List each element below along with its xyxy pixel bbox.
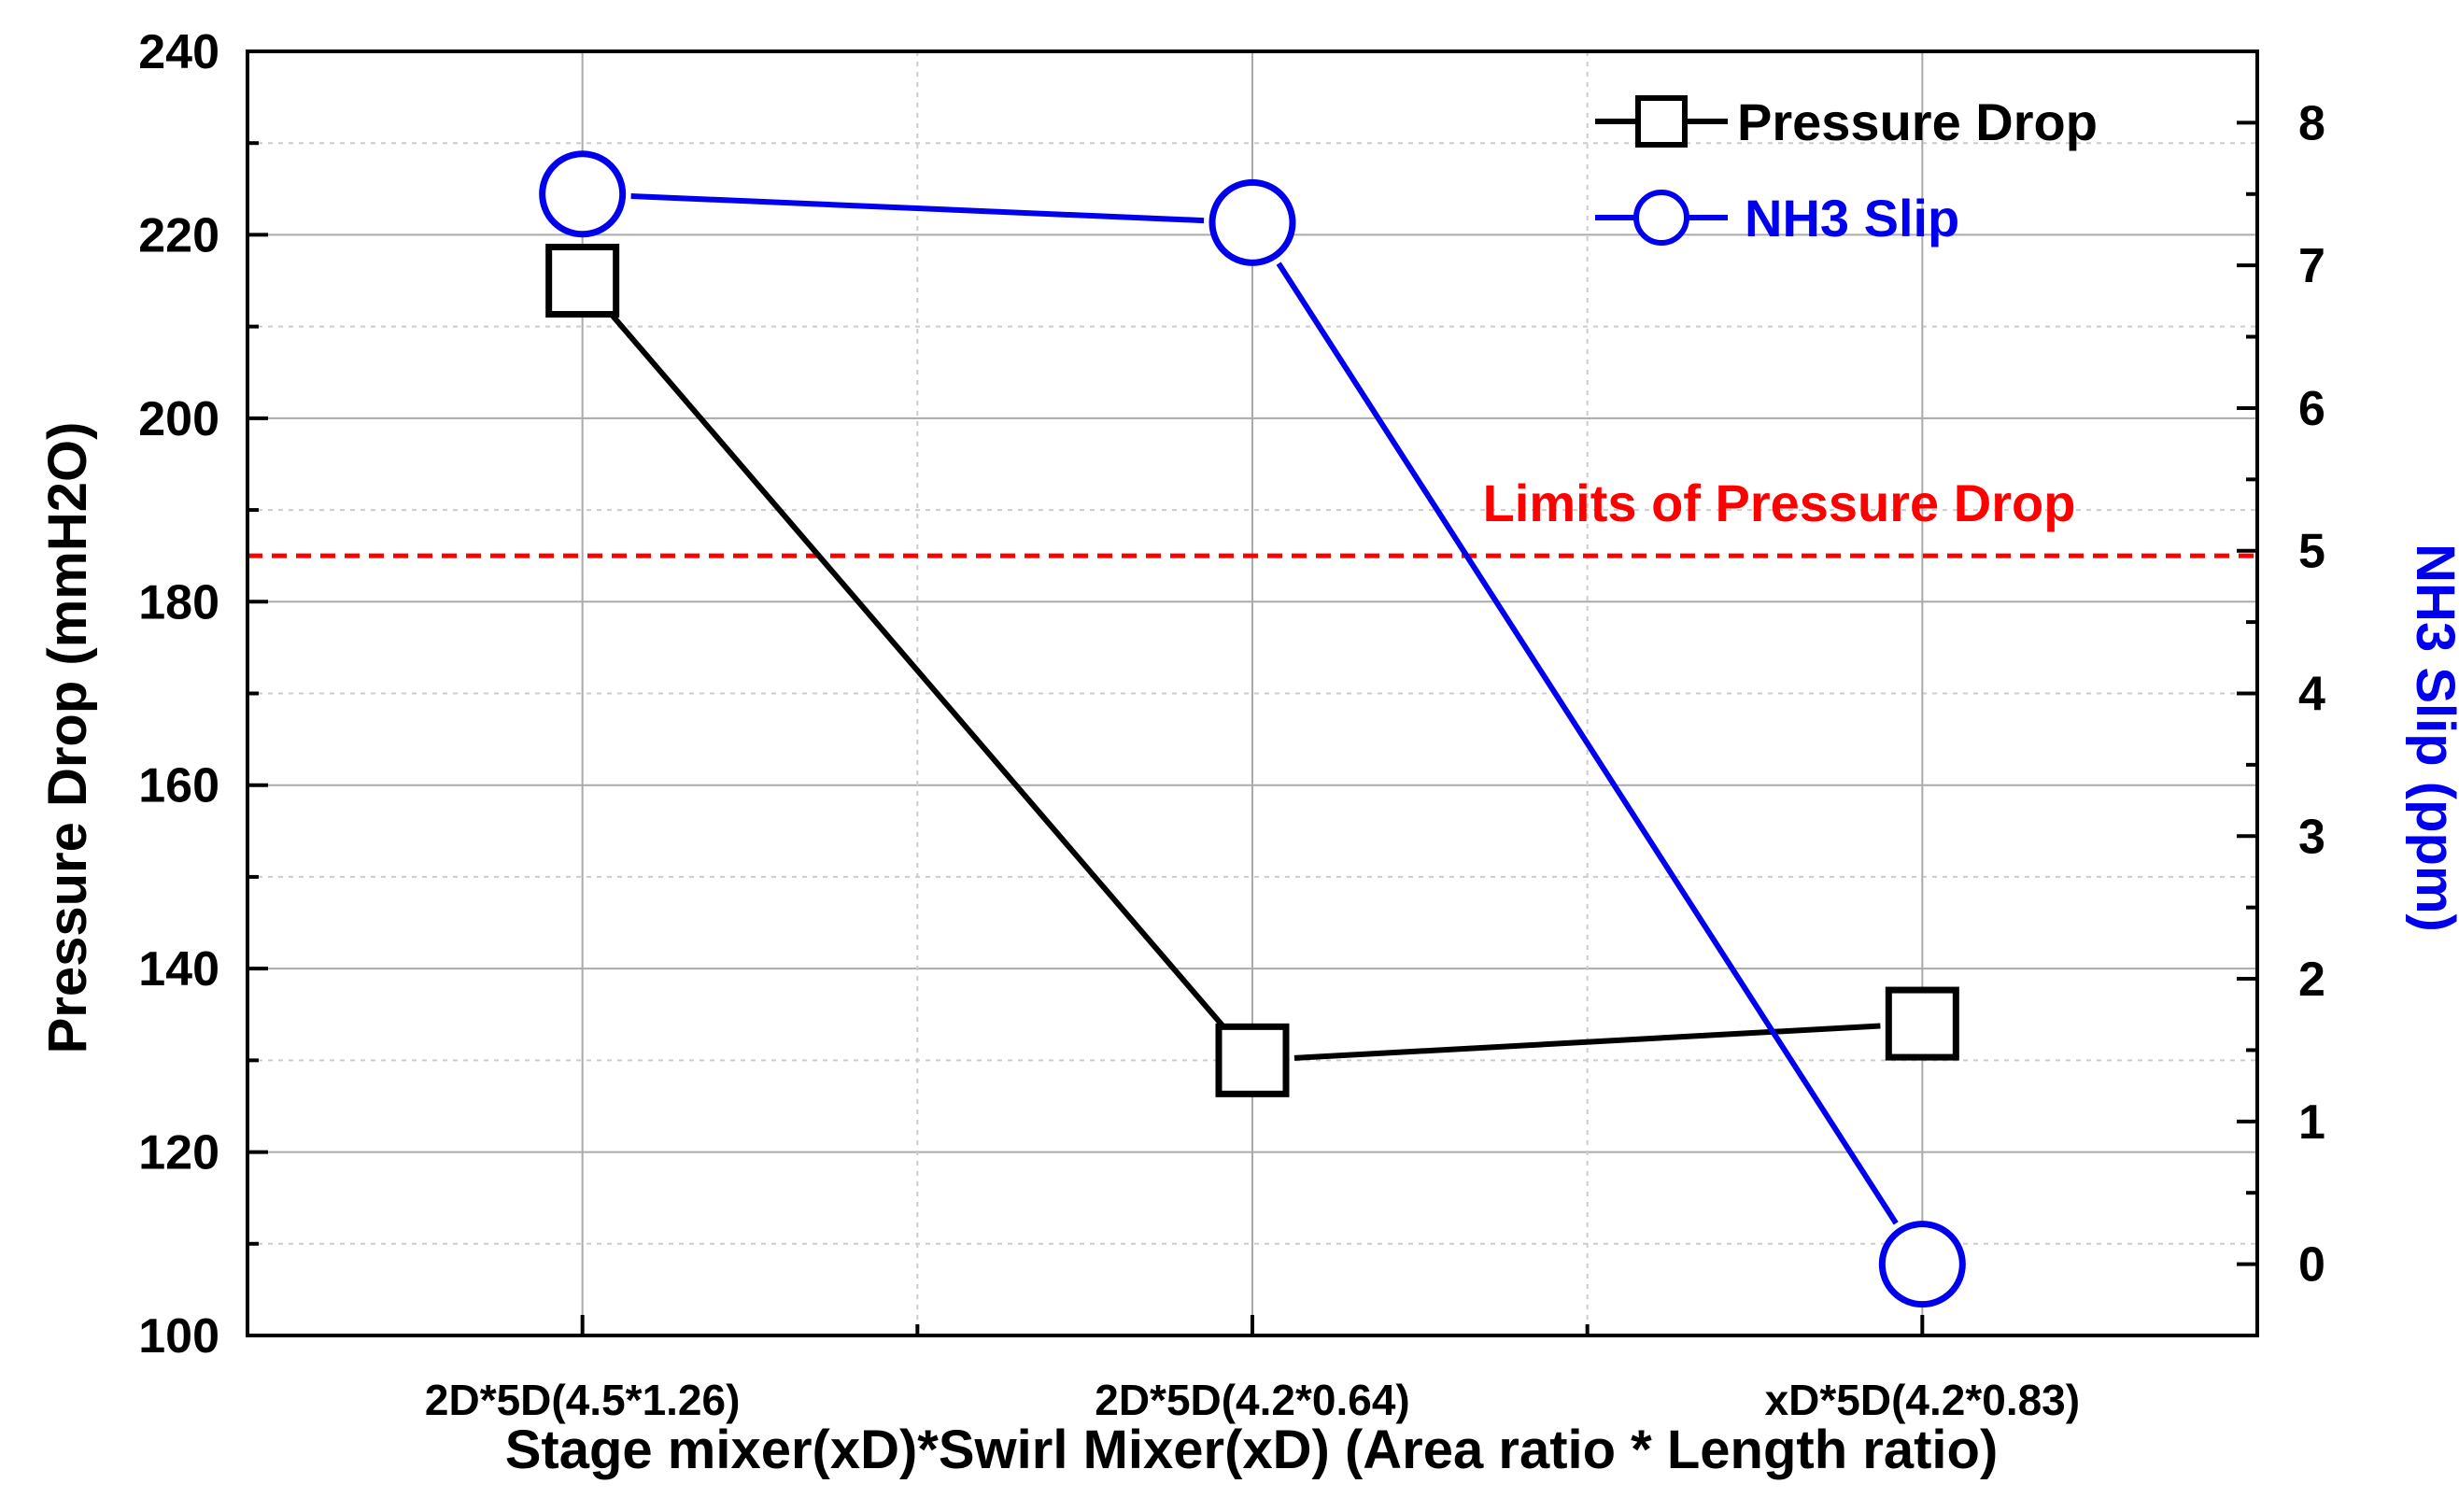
y2-axis-title: NH3 Slip (ppm): [2405, 544, 2459, 932]
y2-tick-label: 5: [2298, 525, 2325, 579]
data-point-pressure-drop: [545, 244, 620, 318]
y-tick-label: 120: [138, 1126, 219, 1180]
y2-tick-label: 4: [2298, 668, 2325, 722]
y2-tick-label: 3: [2298, 810, 2325, 864]
ticks: 100 120 140 160 180 200 220 240 0 1 2 3 4 5 6 7 8 2D*5D(4…: [138, 25, 2325, 1424]
y-tick-label: 240: [138, 25, 219, 79]
data-point-pressure-drop: [1885, 986, 1959, 1061]
data-point-nh3-slip: [1208, 178, 1296, 266]
grid: [247, 51, 2257, 1335]
legend-nh3-slip-marker: [1633, 190, 1689, 246]
data-point-nh3-slip: [539, 150, 627, 238]
legend: Pressure Drop NH3 Slip: [1595, 92, 2098, 247]
reference-line-label: Limits of Pressure Drop: [1483, 473, 2076, 532]
data-point-pressure-drop: [1215, 1023, 1290, 1097]
y2-tick-label: 6: [2298, 382, 2325, 436]
data-point-nh3-slip: [1878, 1221, 1966, 1308]
series-line-pressure-drop: [1293, 1023, 1881, 1061]
y2-tick-label: 1: [2298, 1095, 2325, 1150]
y2-tick-label: 2: [2298, 953, 2325, 1007]
x-tick-label: 2D*5D(4.2*0.64): [1095, 1376, 1410, 1424]
y2-tick-label: 8: [2298, 96, 2325, 150]
x-tick-label: xD*5D(4.2*0.83): [1765, 1376, 2081, 1424]
series-line-pressure-drop: [607, 310, 1227, 1031]
series-group: [539, 150, 1966, 1308]
x-tick-label: 2D*5D(4.5*1.26): [425, 1376, 741, 1424]
y-axis-title: Pressure Drop (mmH2O): [37, 422, 98, 1054]
y-tick-label: 200: [138, 392, 219, 446]
series-line-nh3-slip: [1276, 261, 1899, 1225]
x-axis-title: Stage mixer(xD)*Swirl Mixer(xD) (Area ra…: [505, 1420, 1999, 1480]
legend-pressure-drop-marker: [1635, 95, 1688, 148]
y-tick-label: 140: [138, 942, 219, 996]
y2-tick-label: 7: [2298, 239, 2325, 293]
y-tick-label: 100: [138, 1309, 219, 1364]
series-line-nh3-slip: [630, 192, 1205, 224]
y2-tick-label: 0: [2298, 1238, 2325, 1293]
legend-nh3-slip-label: NH3 Slip: [1745, 189, 1959, 247]
y-tick-label: 160: [138, 759, 219, 813]
y-tick-label: 180: [138, 575, 219, 629]
legend-pressure-drop-label: Pressure Drop: [1737, 92, 2098, 151]
y-tick-label: 220: [138, 208, 219, 262]
